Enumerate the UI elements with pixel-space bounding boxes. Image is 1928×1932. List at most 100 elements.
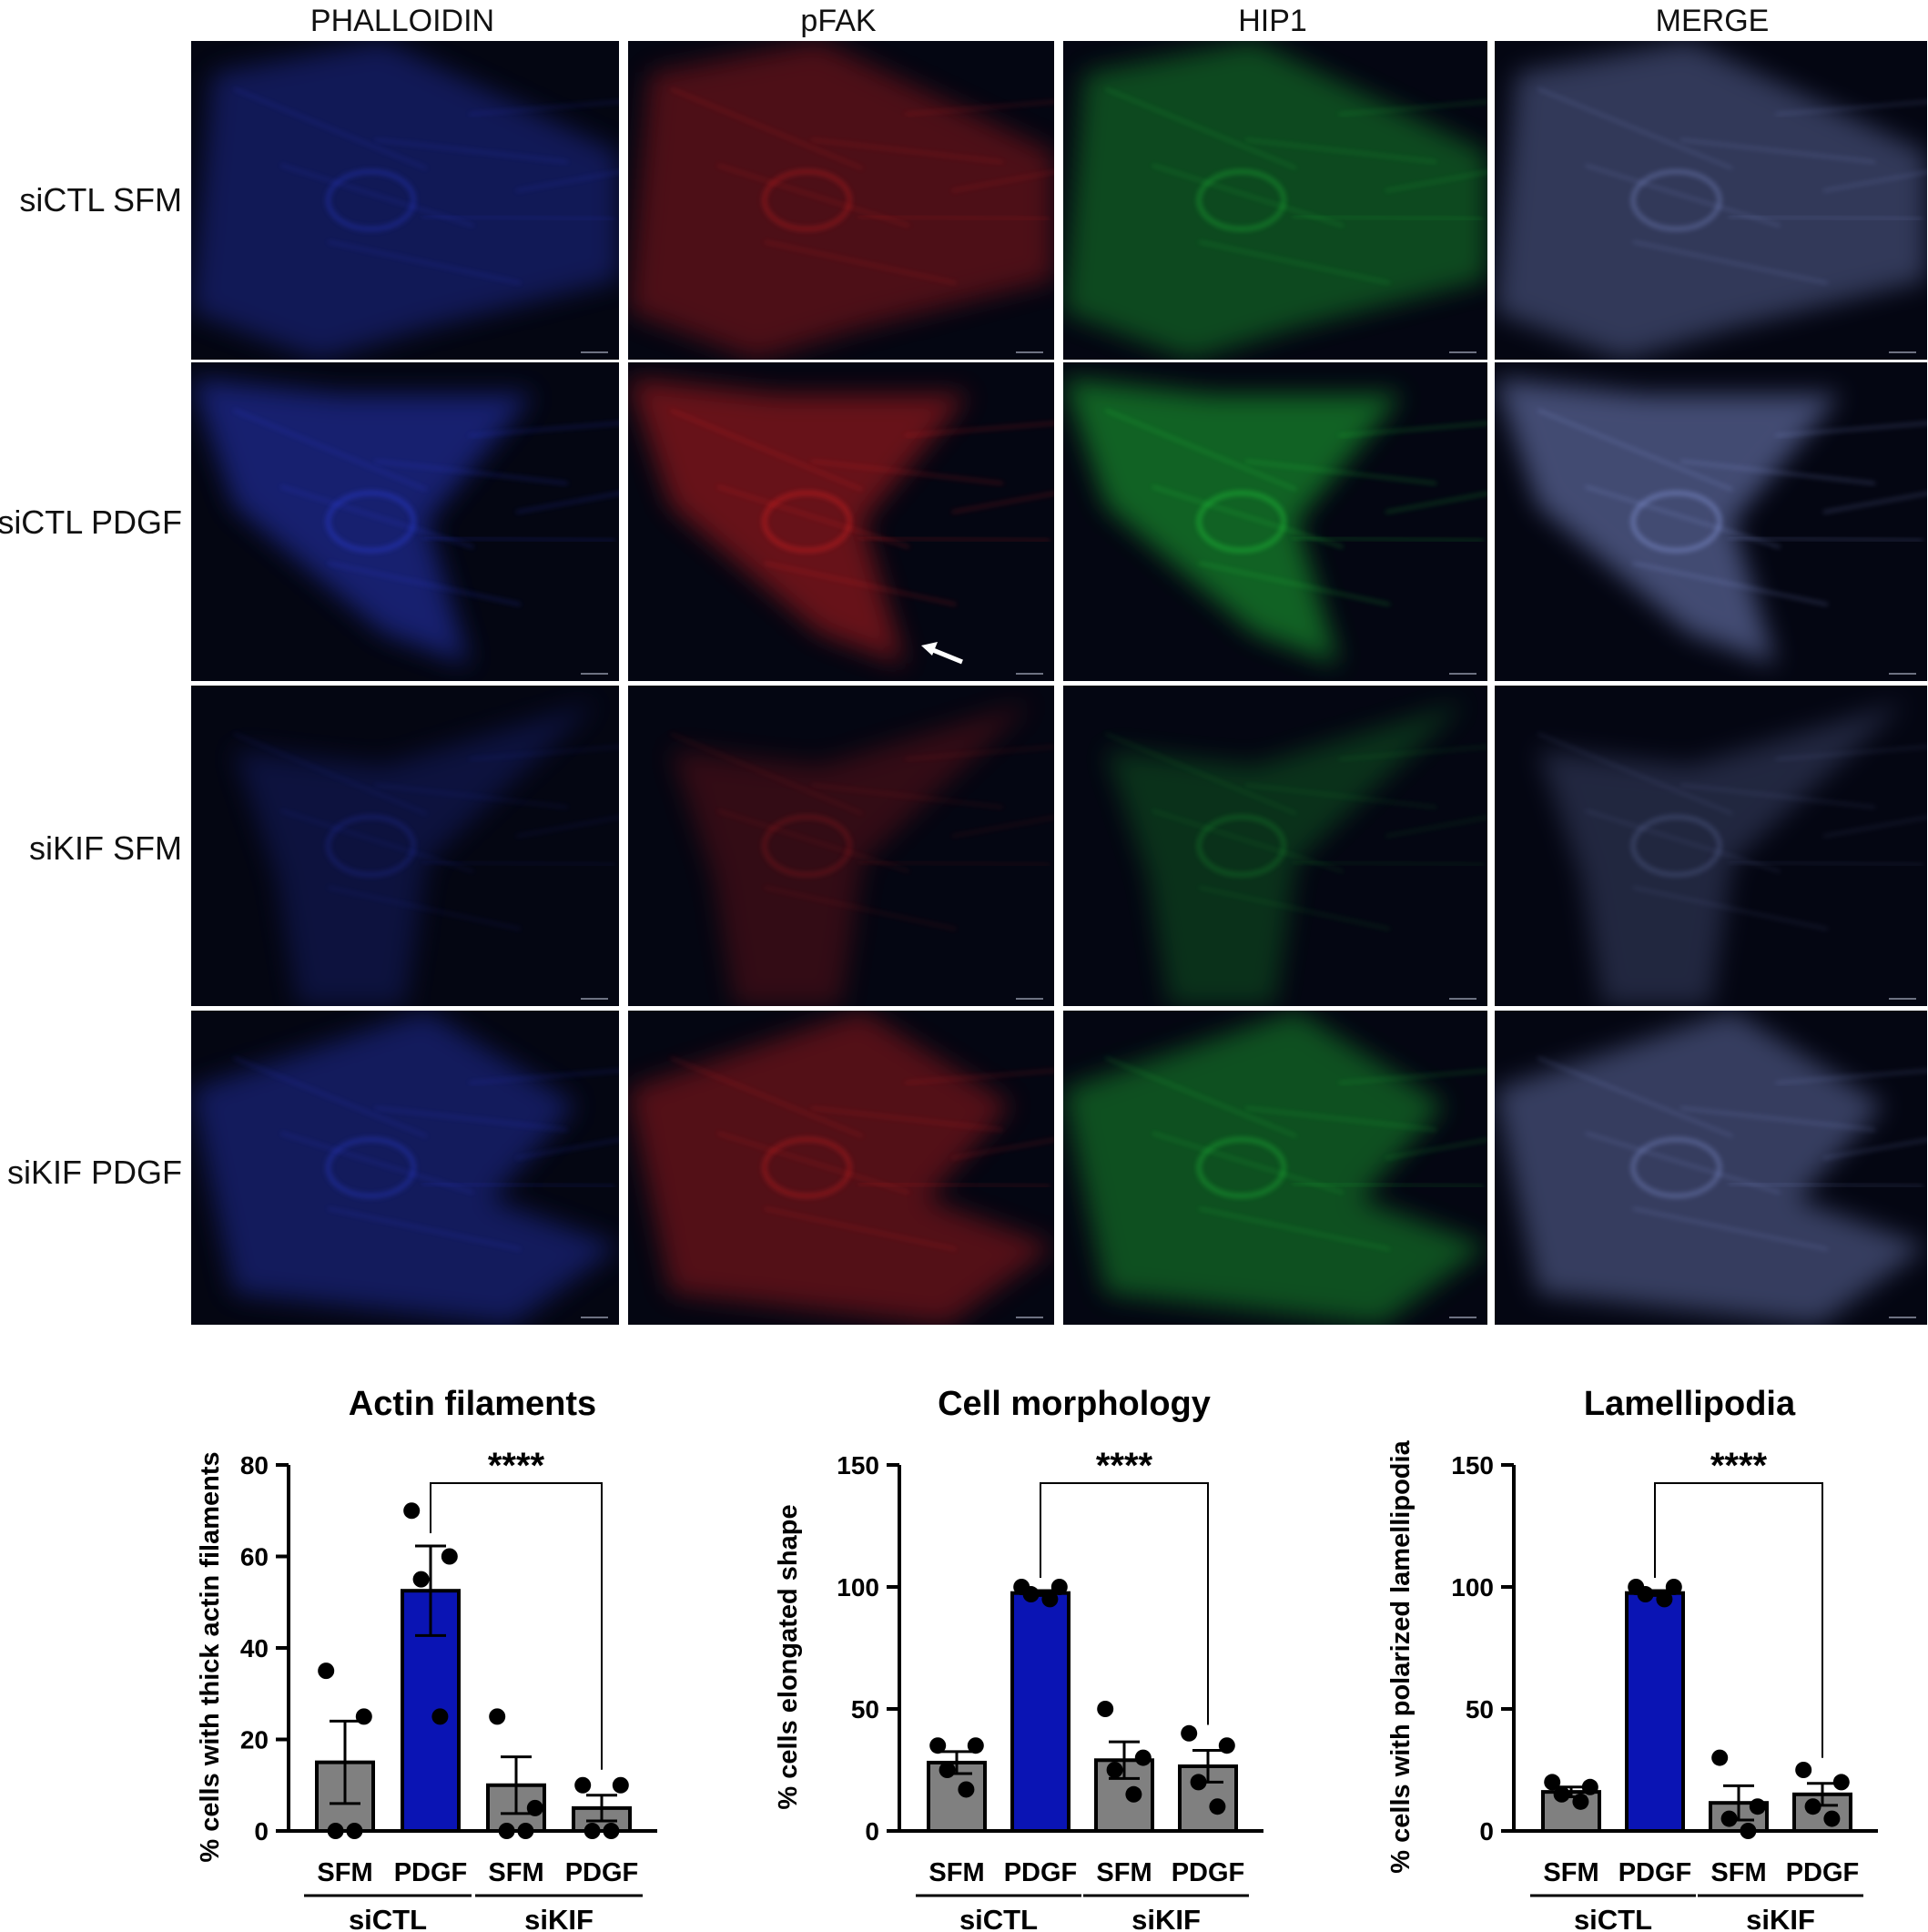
bar (927, 1760, 987, 1833)
data-point (1572, 1793, 1589, 1810)
significance-bracket (430, 1482, 603, 1770)
row-header-sictl-pdgf: siCTL PDGF (0, 503, 182, 541)
micrograph-sictl-pdgf-pfak (628, 362, 1054, 681)
x-category-label: PDGF (1172, 1858, 1245, 1887)
micrograph-sictl-pdgf-hip1 (1063, 362, 1487, 681)
data-point (1013, 1579, 1030, 1595)
data-point (526, 1799, 543, 1816)
micrograph-sictl-sfm-hip1 (1063, 41, 1487, 360)
y-axis-label: % cells elongated shape (774, 1504, 803, 1809)
data-point (1209, 1798, 1226, 1815)
chart-title: Lamellipodia (1584, 1385, 1796, 1423)
y-axis-label: % cells with thick actin filaments (196, 1451, 225, 1862)
data-point (1804, 1798, 1821, 1815)
data-point (1041, 1591, 1059, 1608)
chart-lamellipodia: Lamellipodia % cells with polarized lamel… (1386, 1385, 1878, 1932)
y-tick-label: 50 (851, 1695, 879, 1724)
micrograph-sikif-pdgf-hip1 (1063, 1011, 1487, 1325)
col-header-pfak: pFAK (800, 4, 876, 38)
micrograph-grid: PHALLOIDIN pFAK HIP1 MERGE siCTL SFM siC… (0, 4, 1927, 1325)
significance-label: **** (1710, 1446, 1768, 1486)
bar (1625, 1591, 1685, 1833)
group-label: siKIF (1131, 1904, 1201, 1932)
x-category-label: PDGF (394, 1858, 468, 1887)
micrograph-sikif-pdgf-phalloidin (191, 1011, 619, 1325)
data-point (958, 1781, 975, 1798)
micrograph-sikif-sfm-hip1 (1063, 686, 1487, 1006)
micrograph-sictl-pdgf-merge (1495, 362, 1927, 681)
data-point (939, 1762, 956, 1778)
data-point (1665, 1579, 1682, 1595)
data-point (929, 1737, 947, 1754)
bar (401, 1589, 461, 1833)
micrograph-sictl-sfm-merge (1495, 41, 1927, 360)
data-point (431, 1708, 449, 1725)
data-point (318, 1663, 335, 1680)
y-tick-label: 0 (865, 1817, 879, 1846)
data-point (1711, 1749, 1729, 1766)
data-point (1581, 1778, 1598, 1795)
micrograph-sictl-pdgf-phalloidin (191, 362, 619, 681)
data-point (327, 1823, 344, 1839)
data-point (1097, 1701, 1114, 1717)
data-point (1022, 1586, 1040, 1603)
significance-label: **** (1096, 1446, 1153, 1486)
data-point (967, 1737, 984, 1754)
y-tick-label: 60 (240, 1543, 269, 1571)
bar (315, 1760, 375, 1833)
data-point (1795, 1762, 1812, 1778)
x-category-label: PDGF (565, 1858, 639, 1887)
y-tick-label: 0 (254, 1817, 269, 1846)
data-point (1553, 1785, 1570, 1803)
data-point (1181, 1724, 1198, 1742)
y-tick-label: 40 (240, 1634, 269, 1663)
y-tick-label: 50 (1466, 1695, 1494, 1724)
bar (1178, 1764, 1238, 1833)
data-point (1637, 1586, 1654, 1603)
data-point (612, 1776, 629, 1794)
y-tick-label: 80 (240, 1451, 269, 1480)
x-category-label: SFM (317, 1858, 372, 1887)
data-point (1628, 1579, 1645, 1595)
chart-morphology: Cell morphology % cells elongated shape 0 5… (774, 1385, 1263, 1932)
bar (1792, 1792, 1852, 1834)
bar (1709, 1801, 1769, 1834)
data-point (517, 1823, 534, 1839)
chart-actin: Actin filaments % cells with thick actin … (196, 1385, 657, 1932)
col-header-merge: MERGE (1656, 4, 1770, 38)
data-point (489, 1708, 506, 1725)
x-category-label: SFM (928, 1858, 984, 1887)
data-point (355, 1708, 372, 1725)
data-point (1832, 1774, 1850, 1791)
data-point (603, 1823, 620, 1839)
micrograph-sictl-sfm-pfak (628, 41, 1054, 360)
data-point (1190, 1774, 1207, 1791)
data-point (1125, 1785, 1142, 1803)
data-point (441, 1548, 458, 1565)
y-tick-label: 150 (837, 1451, 879, 1480)
y-tick-label: 150 (1451, 1451, 1494, 1480)
data-point (1106, 1762, 1123, 1778)
data-point (403, 1502, 421, 1520)
y-tick-label: 0 (1479, 1817, 1494, 1846)
micrograph-sikif-sfm-merge (1495, 686, 1927, 1006)
data-point (1134, 1749, 1152, 1766)
y-tick-label: 20 (240, 1726, 269, 1754)
y-axis-label: % cells with polarized lamellipodia (1386, 1439, 1416, 1873)
group-label: siCTL (959, 1904, 1038, 1932)
group-label: siKIF (524, 1904, 594, 1932)
row-header-sikif-sfm: siKIF SFM (29, 829, 182, 867)
y-tick-label: 100 (1451, 1573, 1494, 1602)
micrograph-sikif-pdgf-pfak (628, 1011, 1054, 1325)
data-point (1218, 1737, 1235, 1754)
group-label: siCTL (1574, 1904, 1652, 1932)
data-point (1720, 1810, 1738, 1827)
row-header-sictl-sfm: siCTL SFM (19, 181, 182, 219)
x-category-label: PDGF (1786, 1858, 1860, 1887)
micrograph-sikif-pdgf-merge (1495, 1011, 1927, 1325)
x-category-label: SFM (488, 1858, 543, 1887)
data-point (1656, 1591, 1673, 1608)
bar (572, 1805, 632, 1833)
bar (1541, 1790, 1601, 1833)
micrograph-sictl-sfm-phalloidin (191, 41, 619, 360)
